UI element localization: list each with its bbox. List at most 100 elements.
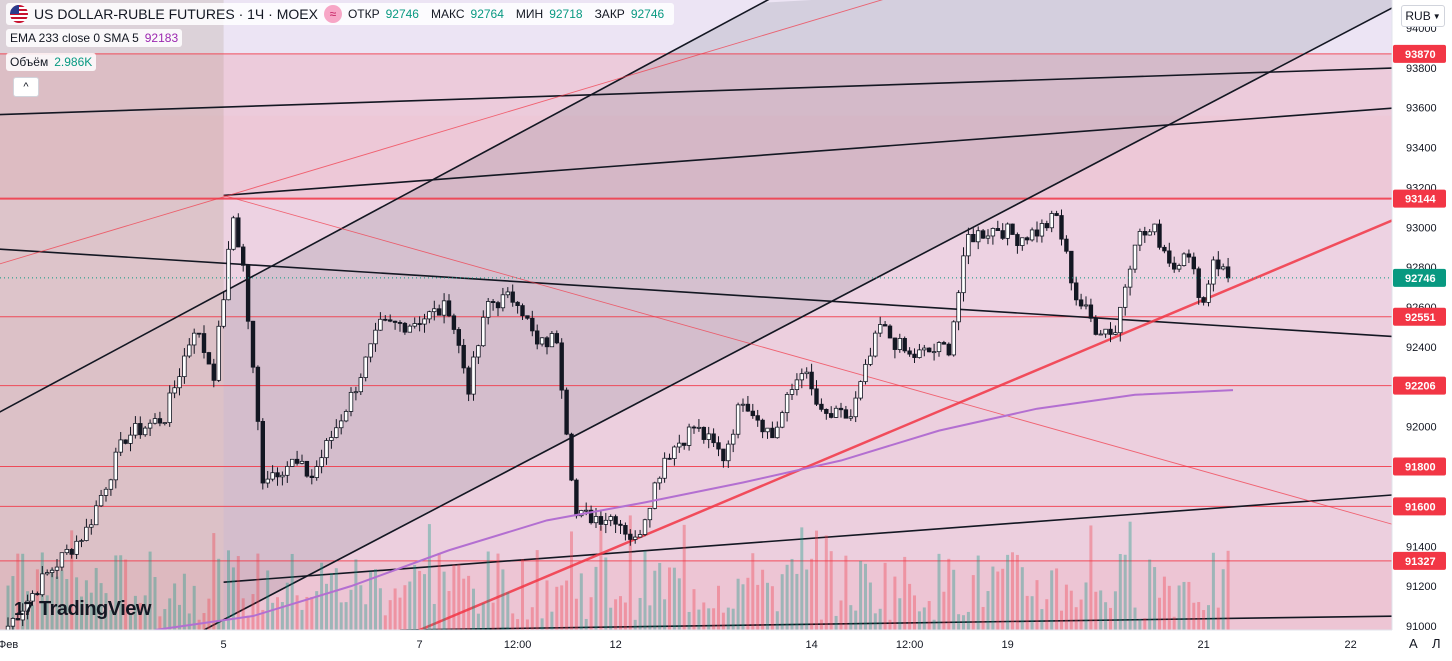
y-tick-label: 92000 — [1406, 422, 1437, 434]
volume-bar — [476, 613, 480, 630]
volume-bar — [1025, 595, 1029, 630]
volume-bar — [271, 602, 275, 630]
volume-bar — [398, 597, 402, 630]
volume-bar — [491, 602, 495, 630]
volume-bar — [628, 515, 632, 630]
volume-bar — [408, 581, 412, 630]
volume-legend[interactable]: Объём 2.986K — [6, 53, 97, 71]
candle-body — [167, 392, 172, 423]
candle-body — [789, 389, 795, 395]
y-tick-label: 93400 — [1406, 143, 1437, 155]
volume-bar — [11, 576, 15, 630]
tradingview-logo[interactable]: 17 TradingView — [14, 598, 151, 621]
indicator-legend[interactable]: EMA 233 close 0 SMA 5 92183 — [6, 29, 183, 47]
candle-body — [618, 523, 623, 526]
open-label: ОТКР — [347, 7, 380, 21]
candle-body — [505, 291, 510, 296]
candle-body — [461, 344, 466, 369]
volume-bar — [374, 569, 377, 630]
candle-body — [1069, 250, 1074, 284]
candle-body — [731, 433, 736, 445]
log-scale-button[interactable]: Л — [1432, 636, 1441, 651]
candle-body — [833, 407, 839, 418]
auto-scale-button[interactable]: A — [1409, 636, 1418, 651]
candle-body — [510, 291, 515, 303]
volume-bar — [614, 599, 618, 630]
candle-body — [1083, 304, 1089, 307]
volume-bar — [878, 608, 882, 630]
volume-bar — [1177, 585, 1181, 630]
symbol-legend[interactable]: US DOLLAR-RUBLE FUTURES · 1Ч · MOEX ≈ ОТ… — [6, 3, 675, 25]
candle-body — [201, 333, 207, 353]
candle-layer — [5, 209, 1231, 630]
candle-body — [358, 377, 363, 393]
channel-line — [203, 7, 1392, 630]
candle-body — [814, 388, 819, 405]
indicator-value: 92183 — [144, 31, 179, 45]
volume-bar — [251, 594, 255, 630]
candle-body — [598, 516, 604, 525]
candle-body — [94, 505, 99, 526]
candle-body — [343, 411, 349, 422]
compare-icon[interactable]: ≈ — [323, 5, 342, 23]
volume-bar — [898, 598, 902, 630]
currency-button[interactable]: RUB ▼ — [1401, 5, 1445, 27]
volume-bar — [971, 575, 975, 630]
volume-bar — [168, 598, 172, 630]
volume-bar — [731, 608, 735, 630]
volume-bar — [579, 573, 583, 630]
volume-bar — [707, 608, 711, 630]
candle-body — [1206, 283, 1211, 303]
volume-bar — [158, 616, 162, 630]
candle-body — [387, 319, 393, 322]
volume-bar — [94, 567, 98, 630]
candle-body — [917, 349, 922, 358]
candle-body — [520, 305, 525, 317]
volume-bar — [913, 595, 916, 630]
volume-bar — [1207, 605, 1210, 630]
candle-body — [642, 519, 648, 535]
volume-value: 2.986K — [54, 55, 93, 69]
volume-bar — [222, 619, 226, 630]
candle-body — [353, 391, 359, 394]
candle-body — [216, 325, 221, 381]
candle-body — [98, 495, 104, 507]
collapse-legend-button[interactable]: ^ — [13, 77, 39, 97]
volume-bar — [290, 553, 294, 630]
volume-bar — [908, 583, 912, 630]
volume-bar — [187, 613, 191, 630]
candle-body — [152, 418, 158, 424]
candle-body — [863, 363, 868, 383]
candle-body — [672, 446, 677, 459]
volume-bar — [1192, 602, 1196, 630]
volume-bar — [697, 609, 701, 630]
candle-body — [299, 460, 305, 464]
volume-bar — [952, 569, 956, 630]
volume-bar — [648, 605, 652, 630]
volume-bar — [1138, 618, 1142, 630]
candle-body — [196, 332, 202, 335]
volume-bar — [717, 585, 720, 630]
volume-bar — [810, 558, 814, 630]
current-price-label: 92746 — [1405, 273, 1436, 285]
volume-bar — [427, 524, 431, 630]
candle-body — [177, 376, 182, 389]
volume-bar — [31, 605, 34, 630]
volume-bar — [751, 553, 755, 630]
level-price-tag — [1393, 189, 1446, 208]
candle-body — [848, 416, 853, 419]
candle-body — [309, 475, 314, 478]
candle-body — [378, 318, 383, 331]
candle-body — [564, 389, 569, 435]
volume-bar — [790, 558, 794, 630]
candle-body — [686, 426, 692, 446]
candle-body — [49, 569, 55, 573]
volume-bar — [75, 577, 79, 630]
candle-body — [1191, 256, 1196, 270]
close-label: ЗАКР — [594, 7, 625, 21]
volume-bar — [702, 602, 706, 630]
volume-bar — [276, 597, 279, 630]
volume-bar — [16, 553, 20, 630]
candle-body — [1078, 299, 1084, 307]
